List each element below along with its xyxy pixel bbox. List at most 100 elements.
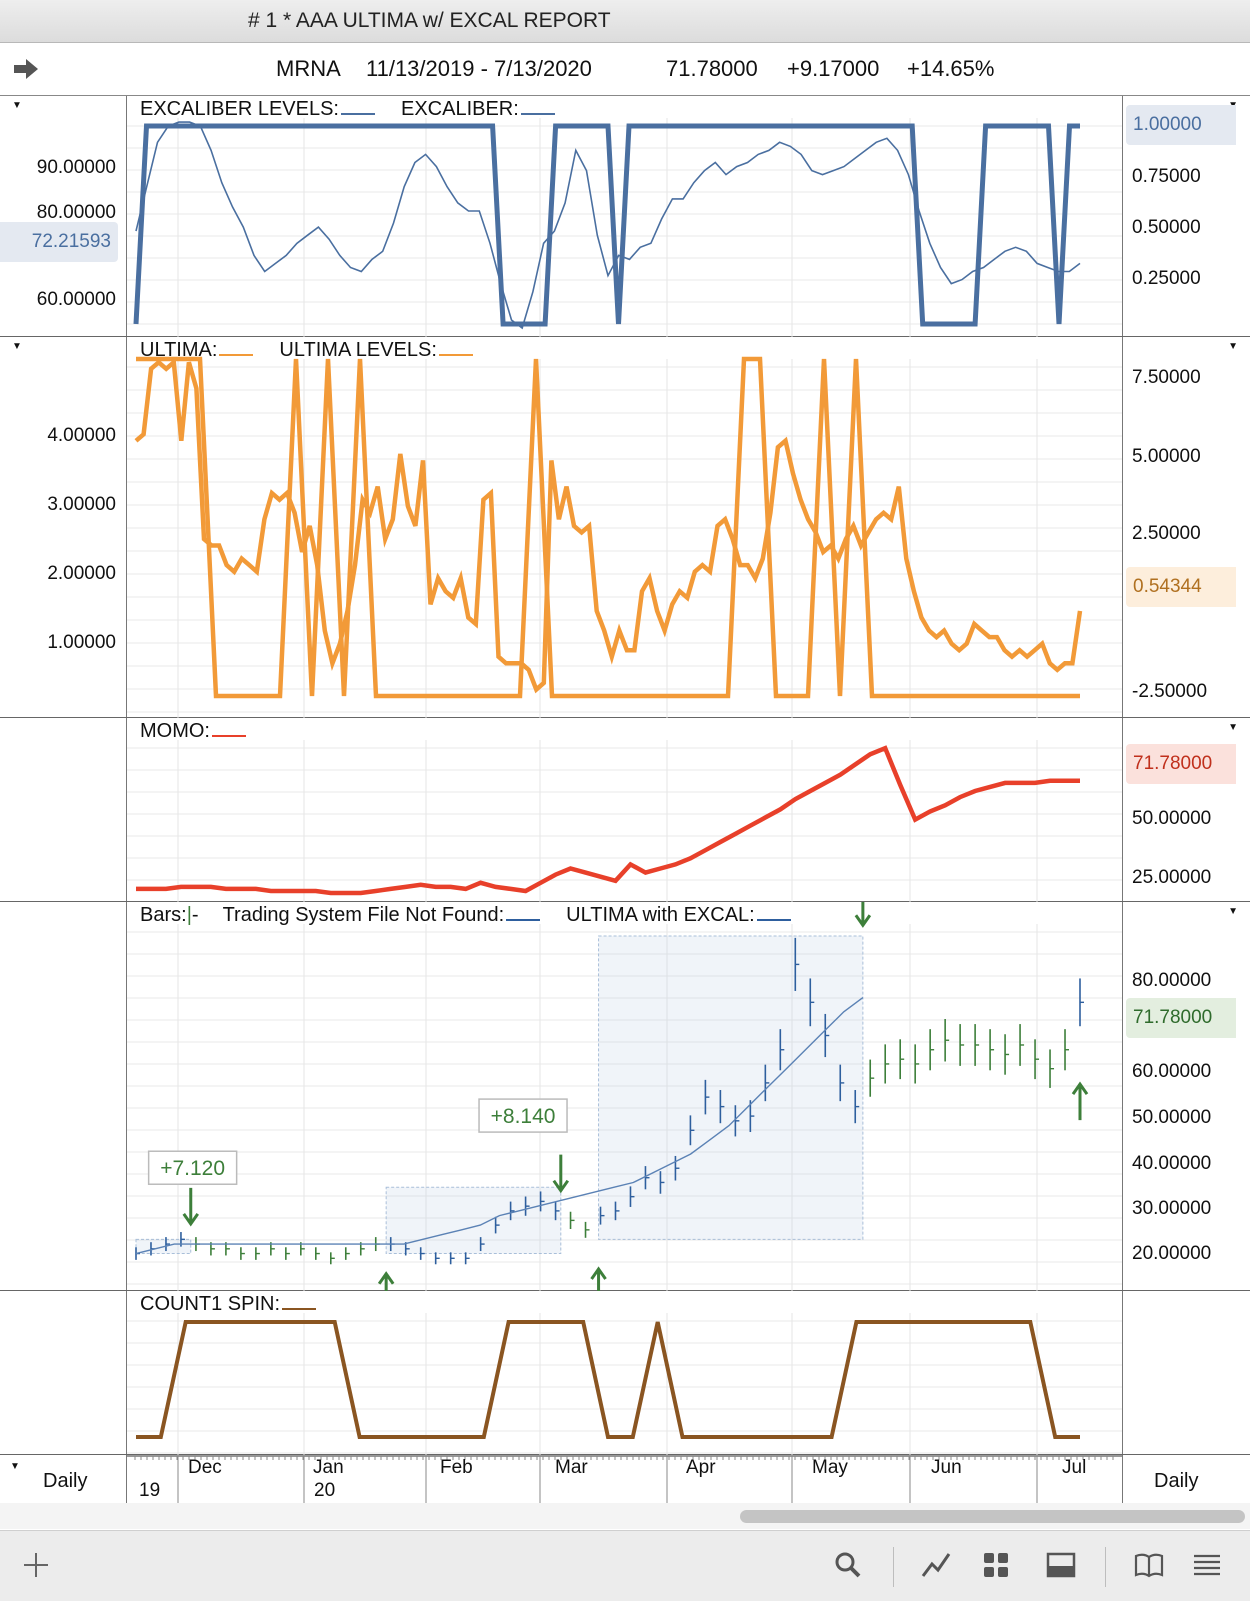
panel-legend: Bars:|- Trading System File Not Found: ULT… bbox=[140, 904, 791, 927]
year-label: 19 bbox=[139, 1480, 161, 1501]
left-tick: 1.00000 bbox=[47, 632, 116, 653]
period-caret-icon[interactable]: ▼ bbox=[10, 1461, 20, 1472]
panel-menu-caret-icon[interactable]: ▼ bbox=[1228, 341, 1238, 352]
right-current-value: 71.78000 bbox=[1126, 744, 1236, 784]
left-axis: ▼ 90.00000 80.00000 60.00000 bbox=[0, 96, 127, 336]
menu-list-icon[interactable] bbox=[1191, 1549, 1223, 1581]
buy-arrow-icon bbox=[377, 1271, 395, 1291]
window-titlebar: # 1 * AAA ULTIMA w/ EXCAL REPORT bbox=[0, 0, 1250, 43]
book-icon[interactable] bbox=[1133, 1549, 1165, 1581]
panel-menu-caret-icon[interactable]: ▼ bbox=[12, 341, 22, 352]
right-axis: ▼ 7.50000 5.00000 2.50000 -2.50000 0.543… bbox=[1122, 337, 1250, 717]
panel-layout-icon[interactable] bbox=[1045, 1549, 1077, 1581]
symbol-label: MRNA bbox=[276, 56, 341, 81]
symbol-info-bar: MRNA 11/13/2019 - 7/13/2020 71.78000 +9.… bbox=[0, 43, 1250, 96]
trade-box bbox=[385, 1186, 562, 1255]
scrollbar-thumb[interactable] bbox=[740, 1510, 1245, 1523]
right-tick: -2.50000 bbox=[1132, 681, 1208, 702]
momo-line bbox=[136, 745, 1080, 896]
panel-menu-caret-icon[interactable]: ▼ bbox=[12, 100, 22, 111]
right-axis: ▼ 50.00000 25.00000 71.78000 bbox=[1122, 718, 1250, 901]
left-axis bbox=[0, 902, 127, 1290]
month-label: Jun bbox=[931, 1457, 962, 1478]
month-label: Dec bbox=[188, 1457, 222, 1478]
right-tick: 25.00000 bbox=[1132, 867, 1212, 888]
right-axis bbox=[1122, 1291, 1250, 1454]
excaliber-line bbox=[135, 121, 1081, 330]
right-tick: 40.00000 bbox=[1132, 1153, 1212, 1174]
bottom-toolbar bbox=[0, 1530, 1250, 1601]
window-title: # 1 * AAA ULTIMA w/ EXCAL REPORT bbox=[248, 9, 611, 32]
buy-arrow-icon bbox=[1071, 1081, 1089, 1121]
average-line bbox=[135, 997, 864, 1255]
panel-legend: MOMO: bbox=[140, 720, 246, 743]
profit-label: +7.120 bbox=[160, 1157, 225, 1180]
excaliber-panel: ▼ 90.00000 80.00000 60.00000 72.21593 ▼ … bbox=[0, 96, 1250, 337]
left-tick: 60.00000 bbox=[36, 289, 116, 310]
excaliber-plot bbox=[127, 118, 1122, 337]
count1-spin-plot bbox=[127, 1313, 1122, 1455]
excaliber-levels-line bbox=[133, 123, 1080, 327]
legend-ultima-excal: ULTIMA with EXCAL: bbox=[566, 904, 755, 926]
time-axis-footer: ▼ Daily Daily Dec Jan Feb Mar Apr May Ju… bbox=[0, 1455, 1250, 1503]
momo-panel: ▼ 50.00000 25.00000 71.78000 MOMO: bbox=[0, 718, 1250, 902]
sell-arrow-icon bbox=[854, 902, 872, 928]
panel-legend: COUNT1 SPIN: bbox=[140, 1293, 317, 1316]
time-axis bbox=[127, 1455, 1122, 1503]
panel-menu-caret-icon[interactable]: ▼ bbox=[1228, 906, 1238, 917]
price-plot: +7.120 +8.140 bbox=[127, 902, 1122, 1291]
draw-line-icon[interactable] bbox=[920, 1549, 952, 1581]
right-tick: 60.00000 bbox=[1132, 1061, 1212, 1082]
month-label: Feb bbox=[440, 1457, 473, 1478]
right-tick: 0.25000 bbox=[1132, 268, 1201, 289]
right-current-value: 0.54344 bbox=[1126, 567, 1236, 607]
panel-menu-caret-icon[interactable]: ▼ bbox=[1228, 722, 1238, 733]
grid-layout-icon[interactable] bbox=[980, 1549, 1012, 1581]
legend-momo: MOMO: bbox=[140, 720, 210, 742]
right-tick: 80.00000 bbox=[1132, 970, 1212, 991]
price-panel: ▼ 80.00000 60.00000 50.00000 40.00000 30… bbox=[0, 902, 1250, 1291]
search-icon[interactable] bbox=[832, 1549, 864, 1581]
period-right[interactable]: Daily bbox=[1122, 1455, 1250, 1503]
left-tick: 3.00000 bbox=[47, 494, 116, 515]
right-tick: 0.75000 bbox=[1132, 166, 1201, 187]
profit-label-box bbox=[478, 1098, 568, 1133]
horizontal-scrollbar[interactable] bbox=[0, 1503, 1250, 1529]
pct-change: +14.65% bbox=[907, 56, 995, 81]
right-tick: 50.00000 bbox=[1132, 1107, 1212, 1128]
sell-arrow-icon bbox=[182, 1187, 199, 1227]
right-current-value: 71.78000 bbox=[1126, 998, 1236, 1038]
period-label-left: Daily bbox=[43, 1470, 88, 1492]
right-tick: 2.50000 bbox=[1132, 523, 1201, 544]
period-left[interactable]: ▼ Daily bbox=[0, 1455, 127, 1503]
trade-box bbox=[598, 935, 864, 1240]
left-tick: 2.00000 bbox=[47, 563, 116, 584]
right-tick: 50.00000 bbox=[1132, 808, 1212, 829]
ultima-panel: ▼ 4.00000 3.00000 2.00000 1.00000 ▼ 7.50… bbox=[0, 337, 1250, 718]
right-tick: 7.50000 bbox=[1132, 367, 1201, 388]
month-label: Apr bbox=[686, 1457, 716, 1478]
legend-ultima-levels: ULTIMA LEVELS: bbox=[279, 339, 437, 361]
sell-arrow-icon bbox=[552, 1154, 570, 1194]
ultima-line bbox=[134, 357, 1083, 694]
last-price: 71.78000 bbox=[666, 56, 758, 81]
left-tick: 4.00000 bbox=[47, 425, 116, 446]
ultima-levels-line bbox=[136, 356, 1080, 699]
profit-label: +8.140 bbox=[491, 1105, 556, 1128]
left-current-value: 72.21593 bbox=[0, 222, 118, 262]
year-label: 20 bbox=[314, 1480, 336, 1501]
ultima-plot bbox=[127, 356, 1122, 718]
right-tick: 5.00000 bbox=[1132, 446, 1201, 467]
add-icon[interactable] bbox=[20, 1549, 52, 1581]
arrow-right-icon[interactable] bbox=[12, 57, 40, 81]
right-current-value: 1.00000 bbox=[1126, 105, 1236, 145]
left-axis bbox=[0, 1291, 127, 1454]
momo-plot bbox=[127, 740, 1122, 902]
date-range: 11/13/2019 - 7/13/2020 bbox=[366, 56, 592, 81]
right-axis: ▼ 0.75000 0.50000 0.25000 1.00000 bbox=[1122, 96, 1250, 336]
right-tick: 20.00000 bbox=[1132, 1243, 1212, 1264]
panel-legend: ULTIMA: ULTIMA LEVELS: bbox=[140, 339, 473, 362]
month-label: Mar bbox=[555, 1457, 588, 1478]
count1-spin-panel: COUNT1 SPIN: bbox=[0, 1291, 1250, 1455]
left-axis bbox=[0, 718, 127, 901]
